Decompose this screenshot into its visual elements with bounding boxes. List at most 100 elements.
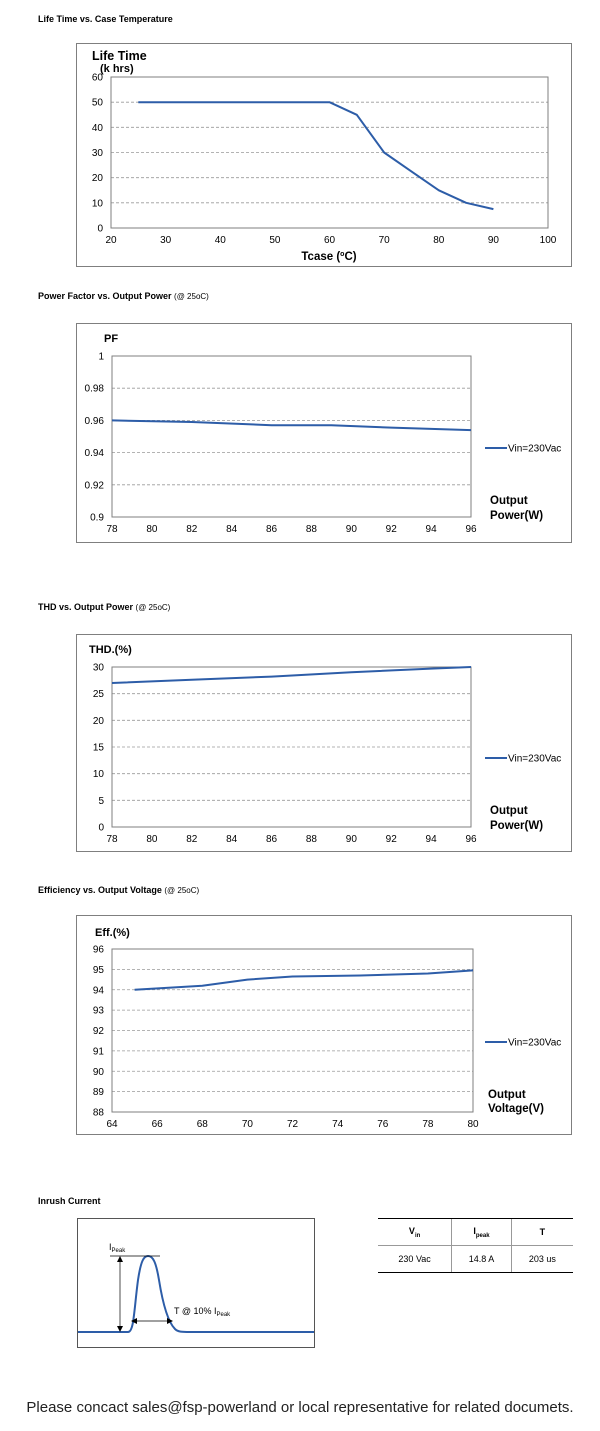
x-tick-label: 84 (226, 524, 238, 535)
y-tick-label: 40 (92, 123, 104, 134)
y-tick-label: 94 (93, 985, 105, 996)
footer-contact-note: Please concact sales@fsp-powerland or lo… (26, 1399, 574, 1416)
time-arrow-head-left (131, 1318, 137, 1324)
pf-chart-frame (76, 323, 572, 543)
x-tick-label: 82 (186, 834, 198, 845)
life-chart-frame (76, 43, 572, 267)
y-tick-label: 30 (93, 663, 105, 674)
y-tick-label: 88 (93, 1108, 105, 1119)
y-tick-label: 15 (93, 743, 105, 754)
y-tick-label: 0 (98, 823, 104, 834)
eff-chart-frame (76, 915, 572, 1135)
x-tick-label: 60 (324, 235, 336, 246)
pf-condition: (@ 25oC) (174, 292, 209, 301)
peak-arrow-head-bottom (117, 1326, 123, 1332)
y-tick-label: 0.96 (85, 416, 105, 427)
y-tick-label: 0 (97, 224, 103, 235)
x-axis-label: Output (488, 1089, 526, 1101)
header-ipeak: Ipeak (451, 1218, 512, 1246)
x-tick-label: 68 (197, 1119, 209, 1130)
y-axis-label: THD.(%) (89, 644, 132, 656)
legend-label: Vin=230Vac (508, 1038, 561, 1049)
y-tick-label: 20 (93, 716, 105, 727)
y-tick-label: 50 (92, 98, 104, 109)
x-tick-label: 86 (266, 834, 278, 845)
y-tick-label: 93 (93, 1006, 105, 1017)
x-tick-label: 80 (146, 834, 158, 845)
x-tick-label: 90 (346, 834, 358, 845)
inrush-title: Inrush Current (38, 1196, 101, 1206)
x-tick-label: 50 (269, 235, 281, 246)
x-tick-label: 40 (215, 235, 227, 246)
x-tick-label: 90 (346, 524, 358, 535)
series-line (111, 419, 472, 432)
y-tick-label: 25 (93, 689, 105, 700)
x-tick-label: 30 (160, 235, 172, 246)
y-tick-label: 95 (93, 965, 105, 976)
y-tick-label: 96 (93, 945, 105, 956)
x-tick-label: 64 (106, 1119, 118, 1130)
series-line (138, 101, 494, 211)
y-tick-label: 10 (92, 198, 104, 209)
legend-label: Vin=230Vac (508, 444, 561, 455)
x-tick-label: 94 (426, 834, 438, 845)
cell-t: 203 us (510, 1245, 573, 1273)
x-axis-label: Power(W) (490, 820, 543, 832)
y-axis-label: (k hrs) (100, 63, 134, 75)
x-tick-label: 72 (287, 1119, 299, 1130)
x-tick-label: 70 (379, 235, 391, 246)
x-axis-label: Power(W) (490, 510, 543, 522)
x-tick-label: 78 (106, 524, 118, 535)
y-tick-label: 20 (92, 173, 104, 184)
peak-arrow-head-top (117, 1256, 123, 1262)
x-tick-label: 84 (226, 834, 238, 845)
y-tick-label: 0.94 (85, 448, 105, 459)
x-axis-label: Tcase (oC) (301, 251, 356, 263)
header-t: T (510, 1218, 573, 1246)
y-axis-label: PF (104, 333, 118, 345)
series-line (111, 666, 472, 684)
y-tick-label: 1 (98, 352, 104, 363)
x-tick-label: 94 (426, 524, 438, 535)
inrush-diagram-frame (77, 1218, 315, 1348)
header-vin: Vin (378, 1218, 452, 1246)
y-tick-label: 5 (98, 796, 104, 807)
y-tick-label: 90 (93, 1067, 105, 1078)
x-tick-label: 80 (467, 1119, 479, 1130)
x-axis-label: Output (490, 805, 528, 817)
x-axis-label: Output (490, 495, 528, 507)
x-tick-label: 20 (105, 235, 117, 246)
x-tick-label: 86 (266, 524, 278, 535)
x-tick-label: 92 (386, 834, 398, 845)
plot-area-border (111, 666, 472, 828)
y-tick-label: 30 (92, 148, 104, 159)
x-tick-label: 96 (465, 524, 477, 535)
x-tick-label: 92 (386, 524, 398, 535)
cell-ipeak: 14.8 A (451, 1245, 512, 1273)
y-axis-label: Eff.(%) (95, 927, 130, 939)
y-tick-label: 0.92 (85, 480, 105, 491)
y-tick-label: 0.9 (90, 513, 104, 524)
x-tick-label: 80 (433, 235, 445, 246)
x-tick-label: 78 (106, 834, 118, 845)
x-axis-label: Voltage(V) (488, 1103, 544, 1115)
y-tick-label: 92 (93, 1026, 105, 1037)
x-tick-label: 76 (377, 1119, 389, 1130)
legend-label: Vin=230Vac (508, 754, 561, 765)
x-tick-label: 100 (540, 235, 557, 246)
plot-area-border (110, 76, 549, 229)
y-axis-label: Life Time (92, 49, 147, 63)
inrush-waveform (78, 1254, 314, 1333)
eff-condition: (@ 25oC) (164, 886, 200, 895)
x-tick-label: 82 (186, 524, 198, 535)
thd-chart-frame (76, 634, 572, 852)
thd-chart-title: THD vs. Output Power (@ 25oC) (38, 602, 171, 612)
time-arrow-head-right (167, 1318, 173, 1324)
plot-area-border (111, 948, 474, 1113)
y-tick-label: 0.98 (85, 384, 105, 395)
time-label: T @ 10% IPeak (174, 1306, 231, 1318)
